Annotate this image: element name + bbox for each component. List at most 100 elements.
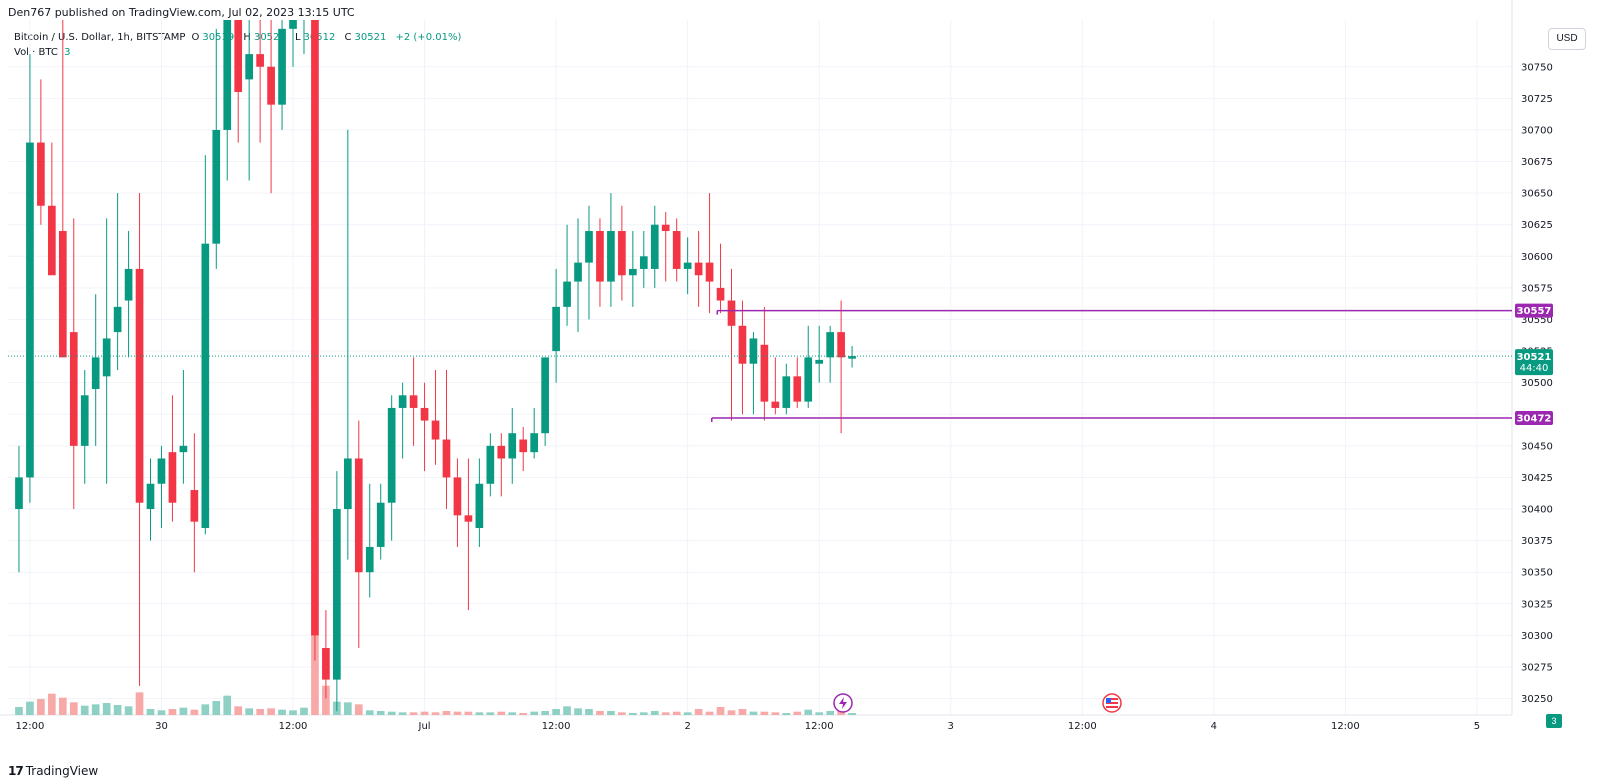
open-value: 30519: [202, 32, 235, 43]
y-tick-label: 30325: [1521, 599, 1553, 610]
volume-bar: [650, 711, 659, 715]
candle-body: [431, 420, 440, 440]
lightning-icon[interactable]: [833, 693, 853, 713]
candle-body: [508, 433, 517, 459]
candle-body: [146, 483, 155, 510]
candle-body: [848, 356, 856, 359]
candle-body: [212, 129, 221, 244]
volume-value: 3: [64, 47, 71, 58]
volume-bar: [585, 709, 593, 715]
x-tick-label: 12:00: [805, 721, 834, 732]
volume-bar: [661, 712, 670, 715]
volume-bar: [749, 711, 758, 715]
volume-bar: [201, 704, 210, 715]
tradingview-logo[interactable]: 17 TradingView: [8, 764, 98, 778]
y-tick-label: 30450: [1521, 441, 1553, 452]
volume-bar: [475, 712, 484, 715]
price-level-tag: [1515, 303, 1553, 318]
candle-body: [716, 287, 725, 301]
candle-body: [453, 477, 462, 516]
candle-body: [672, 231, 681, 269]
volume-bar: [629, 713, 637, 715]
candle-body: [574, 262, 582, 282]
candle-body: [179, 445, 188, 453]
volume-bar: [322, 685, 330, 715]
volume-bar: [58, 697, 67, 715]
candle-body: [596, 231, 604, 282]
volume-bar: [497, 711, 506, 715]
last-price-tag: [1515, 349, 1553, 376]
candle-body: [267, 66, 275, 105]
candle-body: [738, 325, 747, 364]
y-tick-label: 30575: [1521, 283, 1553, 294]
volume-bar: [146, 709, 155, 715]
candle-body: [113, 306, 122, 333]
us-flag-icon[interactable]: [1102, 693, 1122, 713]
candle-body: [530, 433, 539, 453]
x-tick-label: 2: [684, 721, 690, 732]
volume-bar: [311, 635, 319, 715]
candle-body: [683, 262, 692, 269]
y-tick-label: 30675: [1521, 157, 1553, 168]
volume-bar: [245, 708, 254, 715]
candle-body: [552, 306, 560, 352]
candle-body: [245, 54, 254, 80]
volume-label[interactable]: Vol · BTC: [14, 47, 58, 58]
candle-body: [190, 490, 199, 522]
candle-body: [354, 458, 363, 573]
volume-bar: [212, 701, 221, 715]
candle-body: [223, 20, 232, 130]
candle-body: [300, 4, 308, 17]
ohlc-row: Bitcoin / U.S. Dollar, 1h, BITSTAMP O 305…: [14, 32, 462, 43]
low-value: 30512: [303, 32, 336, 43]
volume-bar: [48, 693, 56, 715]
volume-bar: [639, 712, 648, 715]
candle-body: [563, 281, 571, 307]
volume-bar: [519, 713, 528, 715]
candle-body: [486, 445, 495, 484]
volume-bar: [826, 711, 834, 715]
volume-bar: [738, 709, 747, 715]
volume-bar: [168, 709, 177, 715]
x-tick-label: Jul: [418, 721, 431, 732]
candle-body: [497, 445, 506, 459]
volume-bar: [409, 712, 418, 715]
symbol-name[interactable]: Bitcoin / U.S. Dollar, 1h, BITSTAMP: [14, 32, 186, 43]
volume-bar: [398, 712, 407, 715]
candle-body: [157, 458, 166, 484]
candle-body: [541, 357, 549, 434]
volume-bar: [683, 712, 692, 715]
candle-body: [69, 332, 78, 446]
y-tick-label: 30700: [1521, 125, 1553, 136]
volume-bar: [804, 709, 813, 715]
currency-button[interactable]: USD: [1548, 28, 1586, 50]
candle-body: [124, 268, 133, 301]
volume-bar: [848, 713, 856, 715]
candle-body: [782, 376, 791, 408]
candle-body: [442, 439, 451, 478]
y-tick-label: 30275: [1521, 662, 1553, 673]
volume-scale-badge: 3: [1546, 714, 1562, 728]
volume-bar: [135, 692, 144, 715]
x-tick-label: 12:00: [16, 721, 45, 732]
price-level-tag: [1515, 411, 1553, 426]
candle-body: [826, 332, 834, 358]
y-tick-label: 30300: [1521, 631, 1553, 642]
volume-bar: [256, 709, 264, 715]
x-tick-label: 30: [155, 721, 168, 732]
y-tick-label: 30650: [1521, 189, 1553, 200]
volume-bar: [782, 713, 791, 715]
volume-bar: [672, 711, 681, 715]
candle-body: [650, 224, 659, 269]
y-tick-label: 30750: [1521, 62, 1553, 73]
x-tick-label: 3: [948, 721, 954, 732]
publisher-line: Den767 published on TradingView.com, Jul…: [8, 6, 355, 19]
candle-body: [464, 515, 473, 522]
last-price-label: 30521: [1517, 352, 1552, 363]
candle-body: [618, 231, 626, 276]
candle-body: [420, 407, 429, 421]
x-tick-label: 12:00: [1068, 721, 1097, 732]
y-tick-label: 30625: [1521, 220, 1553, 231]
y-tick-label: 30350: [1521, 568, 1553, 579]
